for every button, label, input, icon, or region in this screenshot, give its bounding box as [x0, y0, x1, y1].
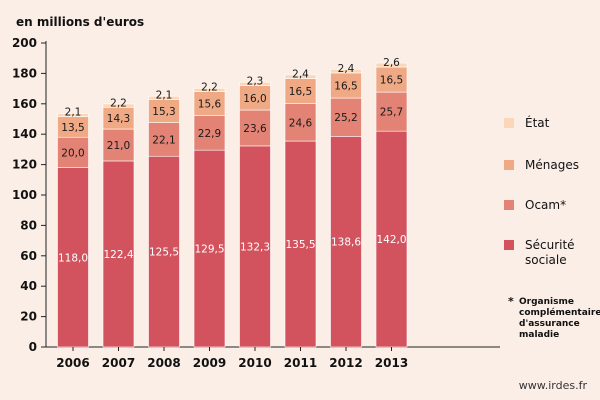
bar-segment-securite-sociale	[284, 140, 317, 348]
data-label-menages: 16,0	[243, 93, 266, 105]
data-label-menages: 16,5	[380, 75, 403, 87]
data-label-ocam: 22,1	[152, 134, 175, 146]
x-tick-label: 2012	[329, 356, 362, 370]
footnote-text: Organisme complémentaire d'assurance mal…	[519, 297, 600, 340]
y-tick-label: 80	[20, 218, 37, 232]
x-tick-label: 2007	[102, 356, 135, 370]
y-tick-label: 160	[12, 97, 37, 111]
x-tick-label: 2010	[238, 356, 271, 370]
data-label-securite-sociale: 135,5	[285, 239, 315, 251]
legend-label-ocam: Ocam*	[525, 198, 567, 212]
data-label-menages: 15,3	[152, 106, 175, 118]
bar-segment-etat	[102, 103, 135, 108]
data-label-etat: 2,2	[110, 97, 127, 109]
data-label-ocam: 25,7	[380, 107, 403, 119]
legend-label-etat: État	[525, 116, 550, 130]
y-tick-label: 180	[12, 66, 37, 80]
data-label-ocam: 24,6	[289, 117, 313, 129]
bar-segment-securite-sociale	[330, 136, 362, 348]
bar-segment-ocam	[375, 91, 408, 132]
data-label-securite-sociale: 122,4	[103, 249, 133, 261]
legend-swatch-securite-sociale	[504, 240, 514, 250]
bar-segment-ocam	[57, 136, 89, 168]
data-label-menages: 16,5	[289, 86, 312, 98]
data-label-securite-sociale: 118,0	[58, 252, 88, 264]
y-tick-label: 120	[12, 158, 37, 172]
data-label-securite-sociale: 125,5	[149, 247, 179, 259]
unit-label: en millions d'euros	[16, 15, 145, 29]
data-label-etat: 2,2	[201, 82, 218, 94]
bar-segment-securite-sociale	[239, 145, 271, 348]
data-label-etat: 2,1	[65, 107, 82, 119]
data-label-menages: 16,5	[334, 80, 357, 92]
footnote-marker: *	[508, 295, 514, 308]
bar-segment-etat	[193, 87, 226, 92]
data-label-menages: 13,5	[61, 122, 84, 134]
legend-swatch-etat	[504, 118, 514, 128]
source-credit: www.irdes.fr	[518, 379, 587, 392]
legend-label-menages: Ménages	[525, 158, 579, 172]
y-tick-label: 60	[20, 249, 37, 263]
bar-segment-menages	[239, 85, 271, 111]
data-label-etat: 2,1	[156, 89, 173, 101]
x-tick-label: 2013	[375, 356, 408, 370]
data-label-securite-sociale: 138,6	[331, 237, 361, 249]
x-tick-label: 2009	[193, 356, 226, 370]
bar-segment-etat	[330, 68, 362, 74]
bar-segment-securite-sociale	[57, 167, 89, 348]
data-label-menages: 15,6	[198, 98, 222, 110]
data-label-etat: 2,6	[383, 57, 400, 69]
data-label-ocam: 20,0	[61, 147, 84, 159]
y-tick-label: 20	[20, 310, 37, 324]
bar-segment-etat	[239, 81, 271, 87]
bar-segment-etat	[57, 113, 89, 118]
bar-segment-menages	[330, 72, 362, 99]
bar-segment-ocam	[148, 122, 180, 157]
data-label-etat: 2,4	[292, 69, 309, 81]
bar-segment-etat	[375, 62, 408, 68]
data-label-ocam: 23,6	[243, 123, 267, 135]
data-label-ocam: 25,2	[334, 112, 357, 124]
data-label-ocam: 22,9	[198, 128, 221, 140]
y-tick-label: 0	[29, 340, 37, 354]
bar-segment-menages	[375, 66, 408, 93]
bar-segment-securite-sociale	[102, 160, 135, 348]
x-tick-label: 2006	[56, 356, 89, 370]
bar-segment-ocam	[284, 103, 317, 142]
y-tick-label: 140	[12, 127, 37, 141]
bar-segment-etat	[148, 95, 180, 100]
y-tick-label: 100	[12, 188, 37, 202]
bar-segment-securite-sociale	[193, 149, 226, 348]
data-label-securite-sociale: 129,5	[194, 244, 224, 256]
legend-swatch-ocam	[504, 200, 514, 210]
bar-segment-ocam	[330, 97, 362, 137]
data-label-ocam: 21,0	[107, 140, 130, 152]
y-tick-label: 40	[20, 279, 37, 293]
data-label-securite-sociale: 132,3	[240, 241, 270, 253]
data-label-etat: 2,3	[247, 76, 264, 88]
y-tick-label: 200	[12, 36, 37, 50]
x-tick-label: 2008	[147, 356, 180, 370]
bar-segment-ocam	[239, 109, 271, 147]
legend-swatch-menages	[504, 160, 514, 170]
bar-segment-securite-sociale	[148, 155, 180, 348]
bar-segment-etat	[284, 74, 317, 79]
data-label-menages: 14,3	[107, 113, 130, 125]
legend-label-securite-sociale: Sécurité sociale	[525, 238, 575, 267]
data-label-securite-sociale: 142,0	[376, 234, 406, 246]
bar-segment-securite-sociale	[375, 130, 408, 348]
data-label-etat: 2,4	[338, 63, 355, 75]
x-tick-label: 2011	[284, 356, 317, 370]
